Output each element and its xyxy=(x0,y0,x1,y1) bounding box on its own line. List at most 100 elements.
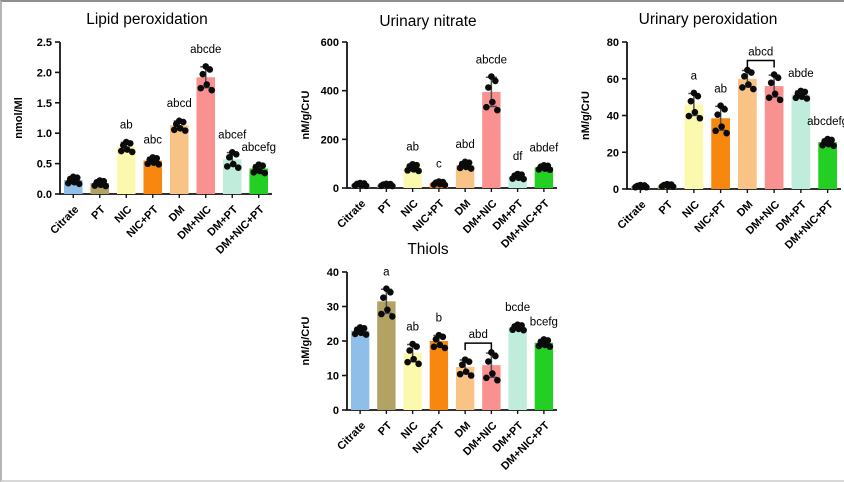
bar-nic xyxy=(403,353,422,410)
scatter-dot xyxy=(467,165,475,172)
scatter-dot xyxy=(389,313,396,320)
scatter-dot xyxy=(663,180,671,188)
y-tick-label: 200 xyxy=(321,134,339,146)
scatter-dot xyxy=(714,111,721,118)
scatter-dot xyxy=(637,181,644,189)
scatter-dot xyxy=(770,71,778,78)
scatter-dot xyxy=(362,331,370,338)
bar-dm+pt xyxy=(508,176,527,188)
scatter-dot xyxy=(485,84,492,91)
scatter-dot xyxy=(378,310,385,318)
scatter-dot xyxy=(690,89,698,97)
scatter-dot xyxy=(435,331,443,339)
bar-nic xyxy=(116,146,136,194)
bar-dm xyxy=(738,78,757,189)
scatter-dot xyxy=(485,358,492,365)
scatter-dot xyxy=(123,146,131,153)
bar-dm+nic+pt xyxy=(534,342,554,410)
chart-urinary-peroxidation: Urinary peroxidation 0 20 40 60 80 nM/g/CrU Ci… xyxy=(570,8,844,269)
scatter-dot xyxy=(208,86,216,94)
y-tick-label: 40 xyxy=(327,267,339,279)
scatter-dot xyxy=(492,77,499,85)
scatter-dot xyxy=(723,129,730,137)
y-tick-label: 1.5 xyxy=(37,98,52,110)
scatter-dot xyxy=(441,344,449,352)
bar-nic xyxy=(684,104,704,189)
scatter-dot xyxy=(494,376,501,384)
scatter-dot xyxy=(458,361,466,369)
scatter-dot xyxy=(456,370,464,378)
sig-label: abcde xyxy=(190,44,221,56)
chart-urinary-nitrate: Urinary nitrate 0 200 400 600 nM/g/CrU Citrat… xyxy=(290,10,566,268)
scatter-dot xyxy=(745,81,752,88)
scatter-dot xyxy=(384,306,391,314)
x-tick-label: DM xyxy=(167,204,188,225)
scatter-dot xyxy=(383,285,390,292)
chart-lipid-peroxidation: Lipid peroxidation 0.0 0.5 1.0 1.5 2.0 2.5 nmo… xyxy=(6,8,288,274)
sig-label: abcdefg xyxy=(807,116,844,128)
scatter-dot xyxy=(717,102,724,110)
scatter-dot xyxy=(771,90,779,98)
sig-label: abc xyxy=(143,135,162,147)
bar-nic+pt xyxy=(143,160,163,194)
chart-plot: 0.0 0.5 1.0 1.5 2.0 2.5 nmol/Ml Citrate PT ab NIC a… xyxy=(13,37,276,257)
y-tick-label: 20 xyxy=(327,336,339,348)
chart-title: Urinary nitrate xyxy=(379,13,477,30)
sig-label: bcefg xyxy=(530,317,558,329)
sig-label: abd xyxy=(456,139,475,151)
scatter-dot xyxy=(750,85,757,93)
scatter-dot xyxy=(830,142,837,150)
comparison-bracket xyxy=(464,342,493,351)
scatter-dot xyxy=(483,374,490,382)
y-tick-label: 400 xyxy=(321,86,339,98)
x-tick-label: PT xyxy=(657,198,676,217)
scatter-dot xyxy=(117,147,125,155)
bar-dm+nic xyxy=(764,86,784,189)
bar-dm xyxy=(169,125,189,194)
y-tick-label: 10 xyxy=(327,371,339,383)
y-tick-label: 600 xyxy=(321,37,339,49)
bracket-sig-label: abd xyxy=(469,329,488,341)
scatter-dot xyxy=(514,321,521,328)
scatter-dot xyxy=(197,84,205,92)
x-tick-label: DM xyxy=(453,420,474,441)
x-tick-label: PT xyxy=(89,203,108,222)
scatter-dot xyxy=(467,372,475,379)
scatter-dot xyxy=(383,180,390,188)
scatter-dot xyxy=(824,135,831,143)
scatter-dot xyxy=(181,127,189,134)
x-tick-label: Citrate xyxy=(615,199,648,232)
sig-label: abcef xyxy=(218,130,247,142)
bar-pt xyxy=(90,183,110,194)
y-tick-label: 80 xyxy=(607,37,619,49)
bar-dm+nic xyxy=(196,77,216,194)
x-tick-label: NIC xyxy=(399,420,421,442)
x-tick-label: DM xyxy=(453,198,474,219)
scatter-dot xyxy=(685,112,693,120)
y-tick-label: 40 xyxy=(607,111,619,123)
scatter-dot xyxy=(410,355,417,363)
comparison-bracket xyxy=(746,59,775,68)
scatter-dot xyxy=(489,98,496,106)
scatter-dot xyxy=(741,72,748,80)
y-tick-label: 0 xyxy=(333,405,339,417)
sig-label: df xyxy=(513,151,523,163)
scatter-dot xyxy=(203,81,211,88)
chart-title: Urinary peroxidation xyxy=(638,11,778,28)
scatter-dot xyxy=(462,368,470,376)
scatter-dot xyxy=(765,94,773,101)
y-tick-label: 0.5 xyxy=(37,159,52,171)
sig-label: ab xyxy=(120,119,133,131)
bar-pt xyxy=(377,301,396,410)
y-axis-title: nM/g/CrU xyxy=(580,91,592,140)
scatter-dot xyxy=(356,179,364,187)
scatter-dot xyxy=(223,163,231,170)
scatter-dot xyxy=(494,106,501,114)
y-tick-label: 0 xyxy=(613,184,619,196)
scatter-dot xyxy=(228,149,236,156)
chart-title: Thiols xyxy=(407,241,449,258)
scatter-dot xyxy=(128,148,136,156)
scatter-dot xyxy=(176,124,184,132)
